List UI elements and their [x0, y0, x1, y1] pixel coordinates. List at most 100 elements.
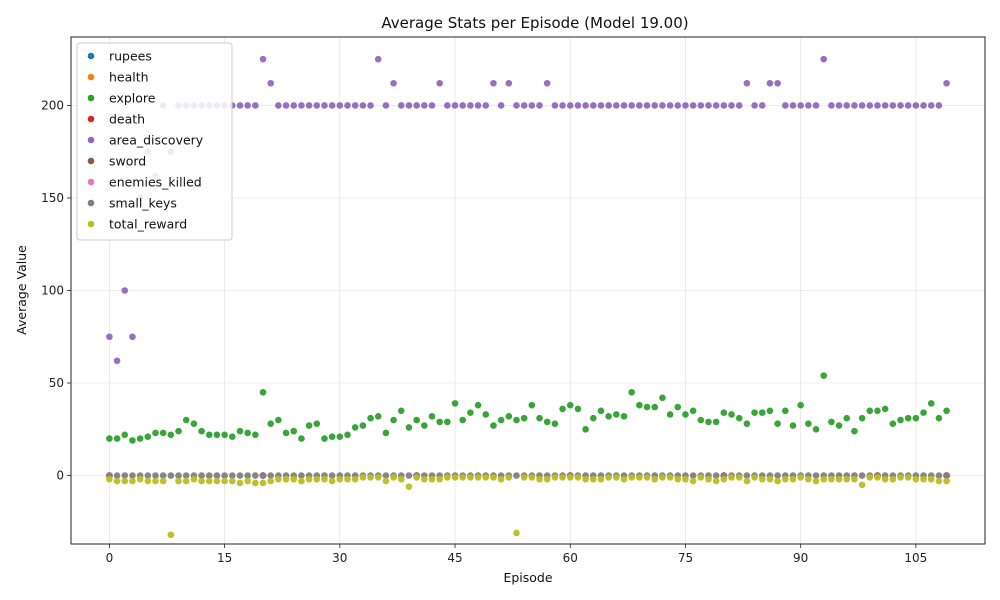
point-total-reward [305, 475, 313, 483]
point-explore [766, 407, 774, 415]
series-total-reward [106, 474, 950, 539]
point-area-discovery [374, 55, 382, 63]
point-total-reward [267, 477, 274, 485]
point-total-reward [198, 477, 205, 485]
point-explore [705, 418, 712, 426]
point-total-reward [374, 474, 382, 481]
point-total-reward [597, 475, 605, 483]
point-total-reward [866, 474, 874, 481]
point-total-reward [413, 474, 420, 481]
point-explore [282, 429, 290, 437]
point-total-reward [643, 474, 651, 481]
point-area-discovery [359, 102, 367, 109]
point-total-reward [559, 474, 566, 481]
point-total-reward [613, 474, 620, 481]
point-total-reward [175, 477, 182, 485]
point-total-reward [467, 474, 474, 481]
point-total-reward [589, 475, 597, 483]
point-explore [758, 409, 766, 416]
point-explore [659, 394, 666, 402]
point-area-discovery [275, 102, 282, 109]
point-explore [413, 416, 420, 424]
point-total-reward [221, 477, 228, 485]
point-explore [305, 422, 313, 429]
point-explore [904, 414, 912, 422]
point-area-discovery [651, 102, 659, 109]
point-total-reward [666, 474, 674, 481]
point-explore [397, 407, 405, 415]
point-explore [244, 429, 251, 437]
point-area-discovery [904, 102, 912, 109]
point-area-discovery [851, 102, 858, 109]
point-area-discovery [106, 333, 113, 341]
point-small-keys [205, 472, 213, 479]
point-explore [628, 388, 635, 396]
x-tick-label: 60 [563, 551, 578, 565]
point-small-keys [935, 472, 943, 479]
point-explore [175, 427, 182, 435]
point-area-discovery [881, 102, 889, 109]
point-small-keys [144, 472, 152, 479]
point-total-reward [252, 479, 259, 487]
y-tick-label: 100 [41, 284, 64, 298]
point-area-discovery [751, 102, 758, 109]
point-small-keys [858, 472, 866, 479]
point-small-keys [689, 472, 697, 479]
point-area-discovery [328, 102, 336, 109]
point-area-discovery [797, 102, 804, 109]
point-total-reward [290, 475, 298, 483]
point-area-discovery [536, 102, 543, 109]
point-small-keys [152, 472, 159, 479]
point-explore [805, 420, 812, 428]
point-total-reward [889, 475, 897, 483]
legend-label: area_discovery [109, 133, 204, 148]
point-area-discovery [843, 102, 851, 109]
point-total-reward [136, 475, 144, 483]
point-explore [298, 435, 305, 442]
point-area-discovery [321, 102, 328, 109]
point-small-keys [812, 472, 820, 479]
point-explore [121, 431, 129, 439]
point-area-discovery [444, 102, 451, 109]
point-total-reward [336, 475, 344, 483]
point-area-discovery [351, 102, 359, 109]
point-area-discovery [720, 102, 728, 109]
point-small-keys [267, 472, 274, 479]
point-explore [359, 422, 367, 429]
point-total-reward [797, 474, 804, 481]
point-total-reward [743, 477, 751, 485]
y-tick-label: 200 [41, 98, 64, 112]
x-axis-label: Episode [503, 570, 552, 585]
x-tick-label: 15 [217, 551, 232, 565]
legend-marker [87, 199, 95, 207]
point-total-reward [482, 474, 490, 481]
point-explore [428, 413, 436, 420]
point-area-discovery [758, 102, 766, 109]
point-total-reward [520, 474, 528, 481]
point-area-discovery [858, 102, 866, 109]
point-explore [874, 407, 881, 415]
point-explore [728, 411, 735, 418]
legend-marker [87, 52, 95, 60]
point-explore [336, 433, 344, 440]
point-area-discovery [889, 102, 897, 109]
point-total-reward [566, 474, 574, 481]
point-area-discovery [551, 102, 559, 109]
point-total-reward [490, 474, 497, 481]
legend-marker [87, 94, 95, 102]
point-explore [167, 431, 175, 439]
point-explore [720, 409, 728, 416]
point-area-discovery [666, 102, 674, 109]
point-explore [689, 407, 697, 415]
series-explore [106, 372, 950, 444]
point-area-discovery [559, 102, 566, 109]
point-explore [136, 435, 144, 442]
point-total-reward [313, 475, 321, 483]
point-area-discovery [943, 79, 950, 87]
y-tick-label: 0 [56, 469, 64, 483]
point-total-reward [574, 474, 582, 481]
point-total-reward [444, 474, 451, 481]
point-explore [528, 401, 536, 409]
point-small-keys [213, 472, 221, 479]
legend-marker [87, 178, 95, 186]
